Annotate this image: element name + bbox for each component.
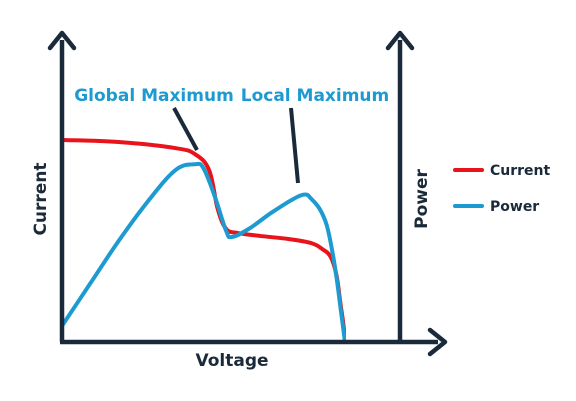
global-maximum-label: Global Maximum	[74, 86, 234, 106]
local-maximum-pointer	[289, 107, 300, 184]
global-maximum-pointer	[172, 107, 199, 151]
legend-label-current: Current	[490, 163, 551, 179]
y-axis-right-label: Power	[412, 169, 432, 229]
local-maximum-label: Local Maximum	[241, 86, 390, 106]
y-axis-left	[47, 30, 77, 342]
y-axis-right	[385, 30, 415, 342]
legend-item-power: Power	[453, 199, 539, 215]
y-axis-label: Current	[31, 162, 51, 235]
series-line-power	[62, 161, 346, 342]
legend: Current Power	[453, 163, 551, 215]
legend-item-current: Current	[453, 163, 551, 179]
x-axis	[60, 327, 448, 357]
series-layer	[62, 138, 346, 342]
legend-label-power: Power	[490, 199, 539, 215]
x-axis-label: Voltage	[195, 351, 268, 371]
